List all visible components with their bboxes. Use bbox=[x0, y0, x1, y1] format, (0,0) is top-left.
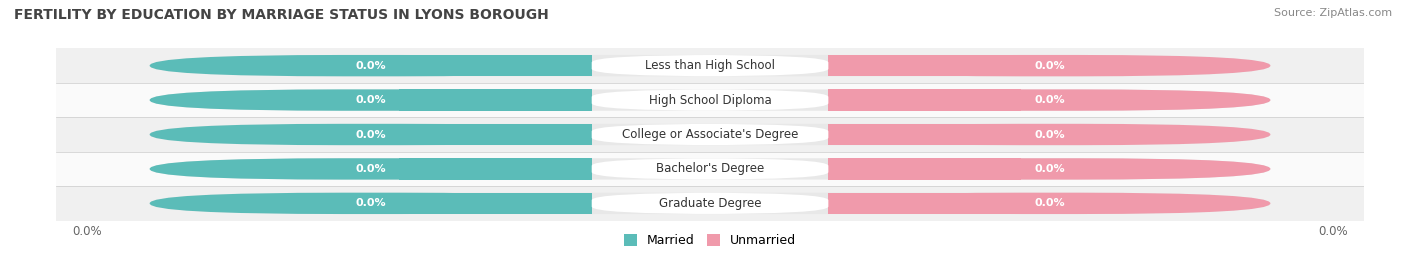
FancyBboxPatch shape bbox=[828, 55, 1271, 76]
FancyBboxPatch shape bbox=[592, 124, 828, 145]
Legend: Married, Unmarried: Married, Unmarried bbox=[619, 229, 801, 252]
FancyBboxPatch shape bbox=[592, 55, 828, 76]
FancyBboxPatch shape bbox=[149, 193, 592, 214]
Text: FERTILITY BY EDUCATION BY MARRIAGE STATUS IN LYONS BOROUGH: FERTILITY BY EDUCATION BY MARRIAGE STATU… bbox=[14, 8, 548, 22]
FancyBboxPatch shape bbox=[399, 193, 592, 214]
FancyBboxPatch shape bbox=[149, 158, 592, 180]
Text: High School Diploma: High School Diploma bbox=[648, 94, 772, 107]
Bar bbox=[56, 48, 1364, 83]
Text: 0.0%: 0.0% bbox=[1033, 198, 1064, 208]
FancyBboxPatch shape bbox=[149, 193, 1271, 214]
Bar bbox=[56, 117, 1364, 152]
Text: 0.0%: 0.0% bbox=[1033, 95, 1064, 105]
FancyBboxPatch shape bbox=[828, 158, 1271, 180]
Text: Source: ZipAtlas.com: Source: ZipAtlas.com bbox=[1274, 8, 1392, 18]
FancyBboxPatch shape bbox=[592, 158, 828, 180]
FancyBboxPatch shape bbox=[828, 89, 1021, 111]
FancyBboxPatch shape bbox=[149, 55, 592, 76]
FancyBboxPatch shape bbox=[828, 193, 1271, 214]
Text: 0.0%: 0.0% bbox=[356, 95, 387, 105]
Text: 0.0%: 0.0% bbox=[356, 198, 387, 208]
Bar bbox=[56, 152, 1364, 186]
Text: 0.0%: 0.0% bbox=[1033, 164, 1064, 174]
FancyBboxPatch shape bbox=[828, 193, 1021, 214]
FancyBboxPatch shape bbox=[828, 124, 1271, 145]
FancyBboxPatch shape bbox=[592, 193, 828, 214]
Text: 0.0%: 0.0% bbox=[356, 61, 387, 71]
FancyBboxPatch shape bbox=[828, 55, 1021, 76]
FancyBboxPatch shape bbox=[149, 124, 1271, 145]
FancyBboxPatch shape bbox=[828, 89, 1271, 111]
FancyBboxPatch shape bbox=[399, 158, 592, 180]
FancyBboxPatch shape bbox=[149, 89, 592, 111]
Text: Graduate Degree: Graduate Degree bbox=[659, 197, 761, 210]
Text: 0.0%: 0.0% bbox=[1033, 61, 1064, 71]
FancyBboxPatch shape bbox=[149, 55, 1271, 76]
FancyBboxPatch shape bbox=[399, 124, 592, 145]
Text: 0.0%: 0.0% bbox=[1033, 129, 1064, 140]
FancyBboxPatch shape bbox=[828, 124, 1021, 145]
FancyBboxPatch shape bbox=[399, 55, 592, 76]
FancyBboxPatch shape bbox=[149, 124, 592, 145]
Text: Less than High School: Less than High School bbox=[645, 59, 775, 72]
FancyBboxPatch shape bbox=[828, 158, 1021, 180]
FancyBboxPatch shape bbox=[399, 89, 592, 111]
Text: 0.0%: 0.0% bbox=[356, 129, 387, 140]
FancyBboxPatch shape bbox=[149, 89, 1271, 111]
FancyBboxPatch shape bbox=[149, 158, 1271, 180]
Bar bbox=[56, 186, 1364, 221]
Bar bbox=[56, 83, 1364, 117]
FancyBboxPatch shape bbox=[592, 89, 828, 111]
Text: 0.0%: 0.0% bbox=[356, 164, 387, 174]
Text: College or Associate's Degree: College or Associate's Degree bbox=[621, 128, 799, 141]
Text: Bachelor's Degree: Bachelor's Degree bbox=[657, 162, 763, 175]
